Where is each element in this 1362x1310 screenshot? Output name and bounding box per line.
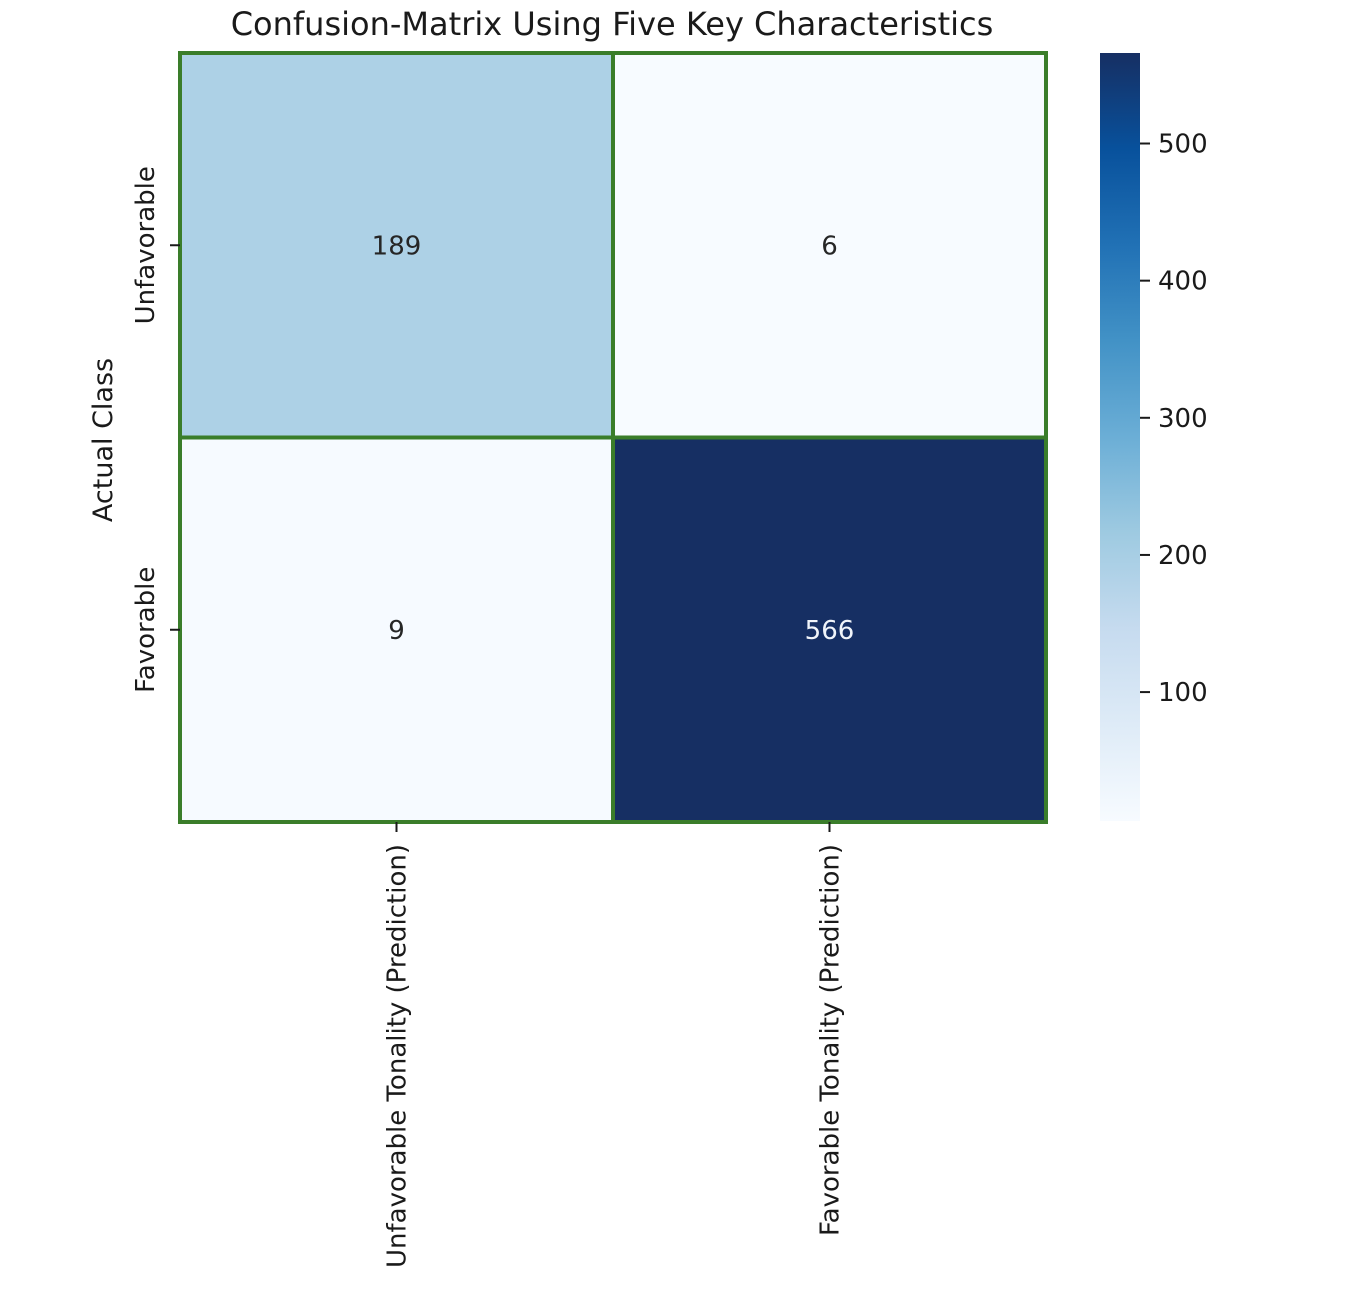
y-tick-label: Favorable — [131, 567, 161, 693]
cell-value-label: 566 — [805, 616, 855, 646]
cell-value-label: 189 — [372, 231, 422, 261]
x-tick-label: Favorable Tonality (Prediction) — [816, 844, 846, 1236]
colorbar-tick-label: 200 — [1158, 541, 1208, 571]
colorbar-tick-label: 500 — [1158, 130, 1208, 160]
colorbar-ticks: 100 200 300 400 500 — [1140, 130, 1208, 708]
heatmap-cells — [178, 51, 1048, 824]
x-tick-label: Unfavorable Tonality (Prediction) — [383, 844, 413, 1268]
cell-value-label: 6 — [821, 231, 838, 261]
y-axis-ticks: Unfavorable Favorable — [131, 166, 180, 693]
colorbar — [1100, 53, 1140, 821]
heatmap-cell — [178, 435, 615, 824]
heatmap-cell-labels: 189 6 9 566 — [372, 231, 855, 646]
chart-title: Confusion-Matrix Using Five Key Characte… — [231, 5, 994, 43]
heatmap-cell — [178, 51, 615, 440]
colorbar-tick-label: 100 — [1158, 678, 1208, 708]
y-tick-label: Unfavorable — [131, 166, 161, 324]
x-axis-ticks: Unfavorable Tonality (Prediction) Favorab… — [383, 822, 846, 1268]
colorbar-tick-label: 300 — [1158, 404, 1208, 434]
colorbar-tick-label: 400 — [1158, 267, 1208, 297]
heatmap-cell — [611, 51, 1048, 440]
cell-value-label: 9 — [388, 616, 405, 646]
heatmap-cell — [611, 435, 1048, 824]
y-axis-label: Actual Class — [88, 358, 119, 522]
